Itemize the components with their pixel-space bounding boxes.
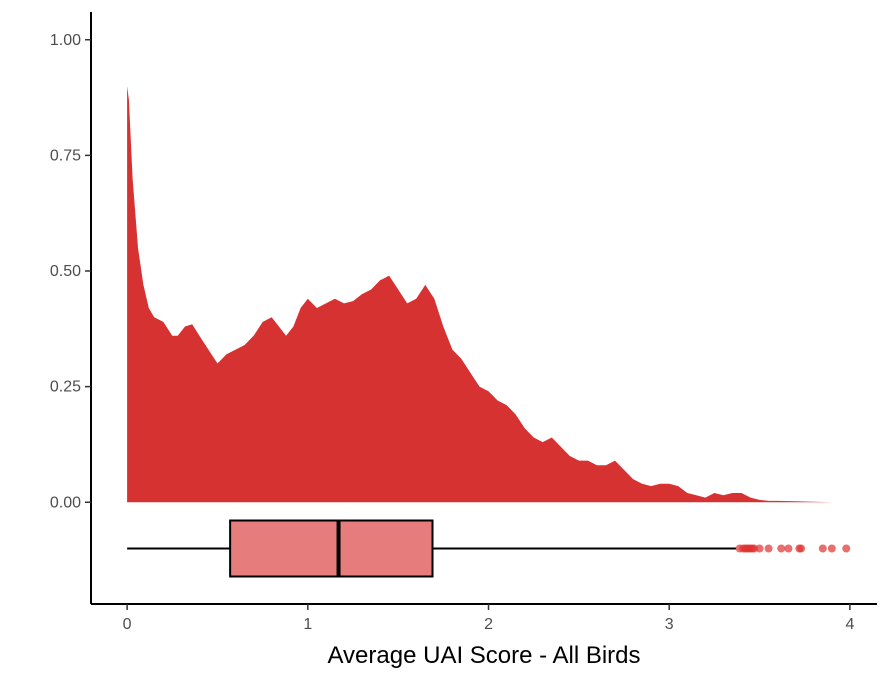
boxplot-box	[229, 519, 434, 578]
x-tick-label: 1	[303, 616, 312, 633]
outlier-point	[842, 544, 851, 553]
outlier-point	[797, 544, 806, 553]
density-area	[127, 86, 847, 503]
outlier-point	[764, 544, 773, 553]
x-tick-label: 3	[665, 616, 674, 633]
boxplot-outliers	[735, 544, 851, 553]
y-tick-label: 1.00	[50, 32, 81, 49]
y-axis-ticks: 0.00 0.25 0.50 0.75 1.00	[50, 32, 91, 511]
x-tick-label: 0	[123, 616, 132, 633]
plot-area	[127, 86, 851, 578]
x-axis-title: Average UAI Score - All Birds	[327, 642, 640, 669]
outlier-point	[784, 544, 793, 553]
y-tick-label: 0.25	[50, 379, 81, 396]
outlier-point	[827, 544, 836, 553]
y-tick-label: 0.00	[50, 494, 81, 511]
outlier-point	[755, 544, 764, 553]
outlier-point	[818, 544, 827, 553]
boxplot	[127, 519, 851, 578]
y-tick-label: 0.75	[50, 147, 81, 164]
outlier-point	[777, 544, 786, 553]
x-axis-ticks: 0 1 2 3 4	[123, 604, 854, 633]
axes: 0.00 0.25 0.50 0.75 1.00 0 1 2 3 4 Average UAI S…	[50, 12, 877, 669]
x-tick-label: 2	[484, 616, 493, 633]
y-tick-label: 0.50	[50, 263, 81, 280]
x-tick-label: 4	[845, 616, 854, 633]
